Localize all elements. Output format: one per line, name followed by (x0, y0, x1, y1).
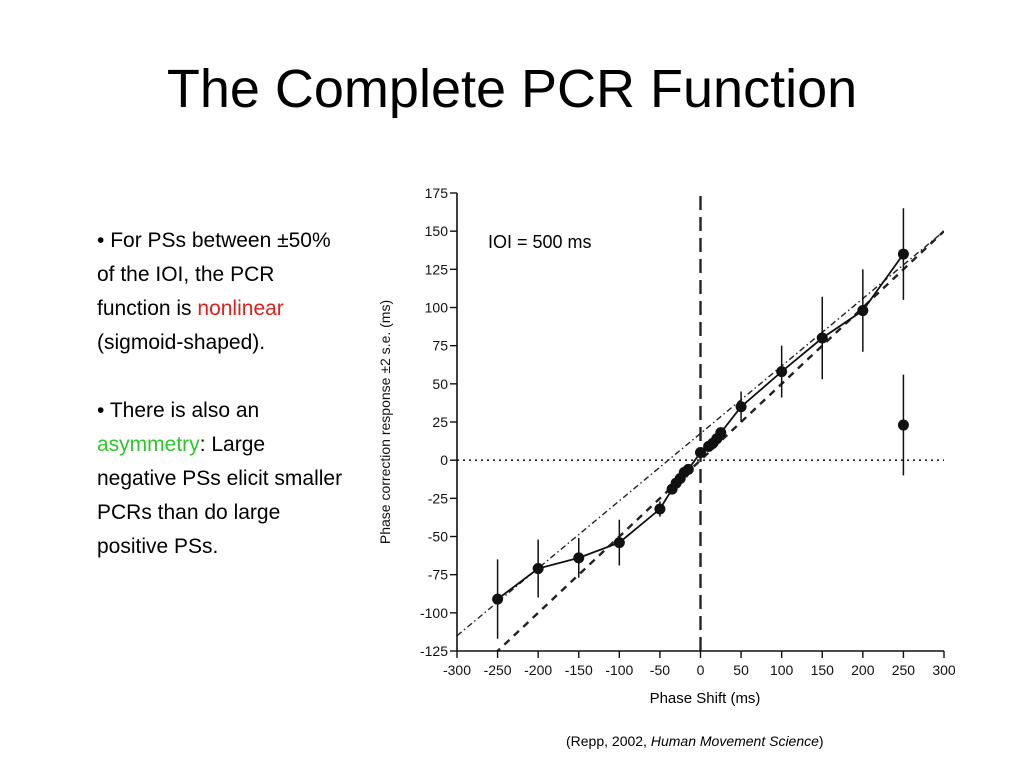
data-point (695, 447, 706, 459)
series-line (497, 253, 905, 600)
data-point (735, 401, 747, 413)
x-tick-label: -100 (605, 662, 633, 678)
y-tick-label: 75 (432, 338, 448, 354)
reference-lines (457, 193, 944, 651)
bullet-nonlinear: • For PSs between ±50% of the IOI, the P… (97, 224, 347, 360)
y-tick-label: -25 (428, 490, 448, 506)
y-tick-label: 175 (425, 185, 449, 201)
y-tick-label: -100 (420, 605, 448, 621)
data-series (492, 208, 909, 639)
y-tick-label: 50 (432, 376, 448, 392)
x-axis-title: Phase Shift (ms) (649, 690, 761, 707)
y-tick-label: 25 (432, 414, 448, 430)
x-tick-label: -50 (650, 662, 670, 678)
x-tick-label: 50 (733, 662, 749, 678)
pcr-chart: 1751501251007550250-25-50-75-100-125-300… (377, 185, 956, 678)
chart-axes: 1751501251007550250-25-50-75-100-125-300… (420, 185, 956, 678)
y-tick-label: 150 (425, 223, 449, 239)
citation: (Repp, 2002, Human Movement Science) (566, 733, 824, 749)
bullet-text-end: (sigmoid-shaped). (97, 331, 266, 354)
data-point (816, 332, 828, 344)
x-tick-label: -300 (443, 662, 471, 678)
y-tick-label: -50 (428, 529, 448, 545)
data-point (573, 552, 585, 564)
data-point (857, 305, 869, 317)
y-tick-label: 125 (425, 261, 449, 277)
x-tick-label: 200 (851, 662, 875, 678)
data-point (492, 593, 504, 605)
x-tick-label: -250 (484, 662, 512, 678)
y-tick-label: -125 (420, 643, 448, 659)
x-tick-label: 0 (697, 662, 705, 678)
x-tick-label: 100 (770, 662, 794, 678)
x-tick-label: 150 (811, 662, 835, 678)
slide-title: The Complete PCR Function (166, 59, 858, 119)
data-point (654, 503, 666, 515)
x-tick-label: 250 (892, 662, 916, 678)
bullet-marker: • (97, 229, 105, 252)
ioi-annotation: IOI = 500 ms (488, 232, 592, 252)
bullet-list: • For PSs between ±50% of the IOI, the P… (97, 224, 347, 598)
x-tick-label: 300 (932, 662, 956, 678)
highlight-nonlinear: nonlinear (197, 297, 284, 320)
data-point (613, 537, 625, 549)
y-tick-label: 100 (425, 300, 449, 316)
bullet-text: For PSs between ±50% of the IOI, the PCR… (97, 229, 331, 320)
highlight-asymmetry: asymmetry (97, 433, 200, 456)
data-point (682, 463, 694, 475)
citation-journal: Human Movement Science (650, 733, 819, 749)
data-point (776, 366, 788, 378)
y-axis-title: Phase correction response ±2 s.e. (ms) (377, 300, 393, 544)
data-point (897, 248, 909, 260)
x-tick-label: -200 (524, 662, 552, 678)
y-tick-label: 0 (440, 452, 448, 468)
data-point (897, 419, 909, 431)
bullet-text: There is also an (104, 399, 260, 422)
data-point (532, 563, 544, 575)
y-tick-label: -75 (428, 567, 448, 583)
bullet-asymmetry: • There is also an asymmetry: Large nega… (97, 394, 347, 564)
citation-suffix: ) (818, 733, 824, 749)
bullet-text-end: : Large negative PSs elicit smaller PCRs… (97, 433, 343, 558)
bullet-marker: • (97, 399, 105, 422)
x-tick-label: -150 (565, 662, 593, 678)
data-point (715, 427, 727, 439)
citation-prefix: (Repp, 2002, (566, 733, 651, 749)
